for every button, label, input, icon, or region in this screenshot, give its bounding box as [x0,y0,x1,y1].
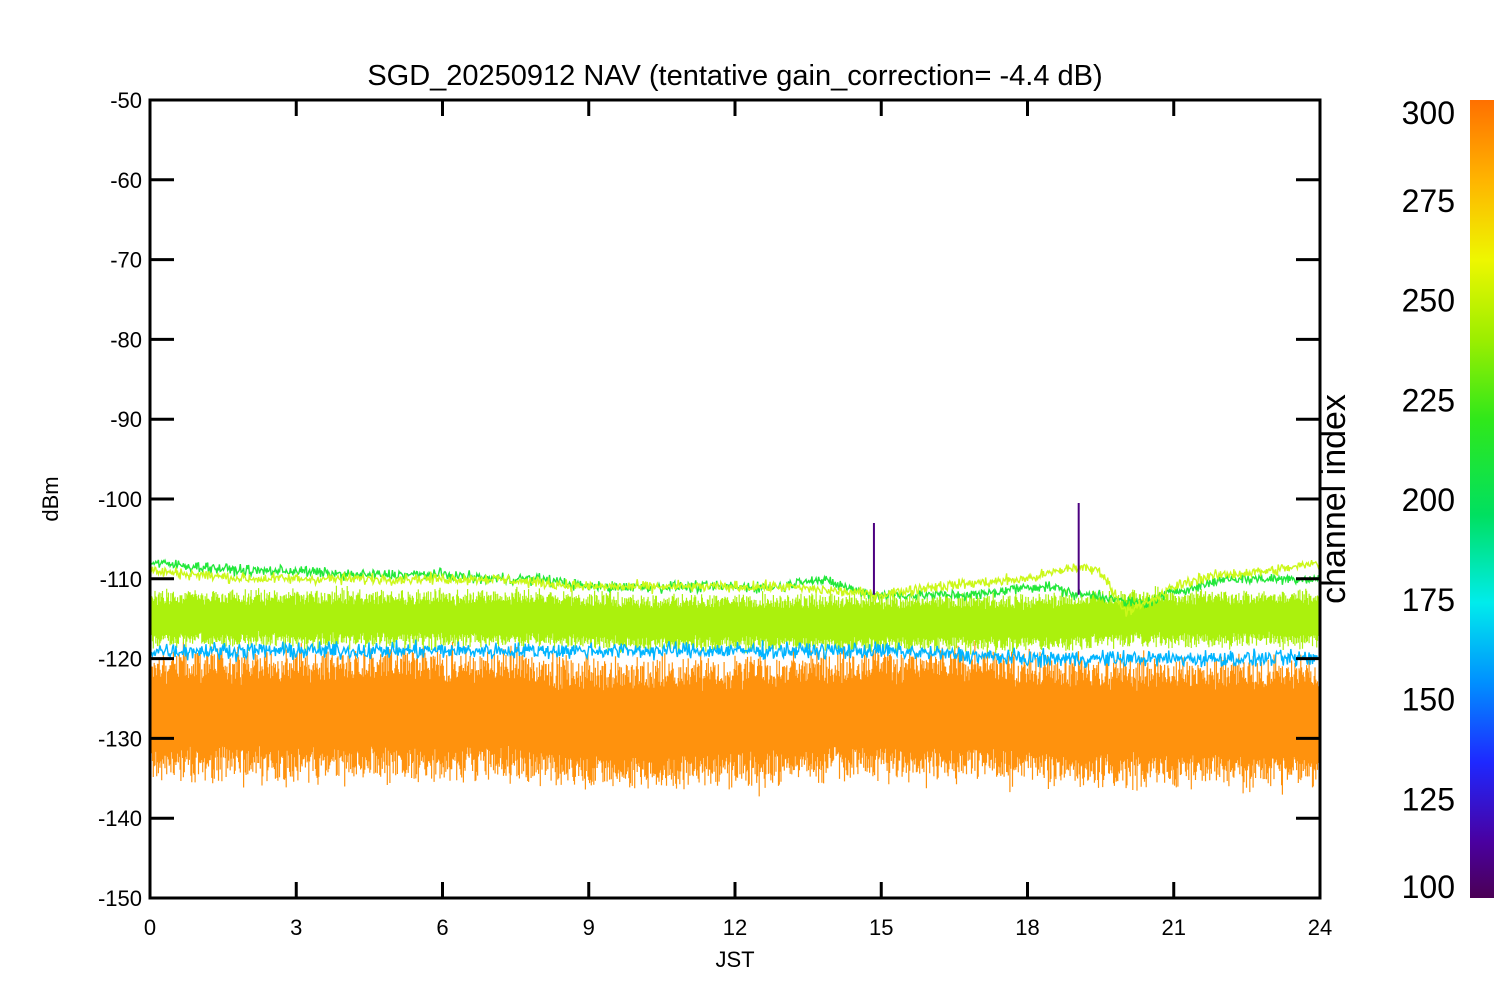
x-axis: 0 3 6 9 12 15 18 21 24 [144,100,1332,940]
x-tick-label: 3 [290,915,302,940]
series-4 [151,639,1320,669]
colorbar-tick-label: 200 [1402,482,1455,518]
y-axis-label: dBm [38,476,63,521]
series-1 [151,585,1320,655]
y-tick-label: -150 [98,886,142,911]
trace-mark [151,639,1320,669]
x-tick-label: 18 [1015,915,1039,940]
y-tick-label: -70 [110,248,142,273]
x-tick-label: 0 [144,915,156,940]
colorbar-tick-label: 250 [1402,283,1455,319]
x-tick-label: 6 [436,915,448,940]
y-tick-label: -50 [110,88,142,113]
band-mark [151,640,1320,797]
y-tick-label: -110 [100,567,142,592]
y-tick-label: -90 [110,407,142,432]
colorbar-tick-label: 225 [1402,382,1455,418]
y-tick-label: -80 [110,327,142,352]
colorbar-tick-label: 100 [1402,869,1455,905]
colorbar-tick-label: 275 [1402,183,1455,219]
x-tick-label: 21 [1162,915,1186,940]
y-tick-label: -120 [98,647,142,672]
y-tick-label: -100 [98,487,142,512]
y-tick-label: -130 [98,726,142,751]
series-3 [151,559,1320,617]
y-tick-label: -60 [110,168,142,193]
x-tick-label: 9 [583,915,595,940]
colorbar-ticks: 300 275 250 225 200 175 150 125 100 [1402,95,1455,905]
trace-mark [151,559,1320,617]
band-mark [151,585,1320,655]
colorbar-tick-label: 300 [1402,95,1455,131]
colorbar-tick-label: 150 [1402,682,1455,718]
x-tick-label: 12 [723,915,747,940]
series-0 [151,640,1320,797]
colorbar-label: channel index [1315,394,1353,604]
data-layer [151,502,1320,797]
chart-title: SGD_20250912 NAV (tentative gain_correct… [367,60,1102,92]
colorbar [1470,100,1494,898]
colorbar-tick-label: 125 [1402,781,1455,817]
x-axis-label: JST [715,947,754,972]
y-axis: -50 -60 -70 -80 -90 -100 -110 -120 -130 -140 -150 [98,88,1320,911]
series-5 [872,502,1080,595]
x-tick-label: 24 [1308,915,1332,940]
x-tick-label: 15 [869,915,893,940]
colorbar-tick-label: 175 [1402,582,1455,618]
y-tick-label: -140 [98,806,142,831]
